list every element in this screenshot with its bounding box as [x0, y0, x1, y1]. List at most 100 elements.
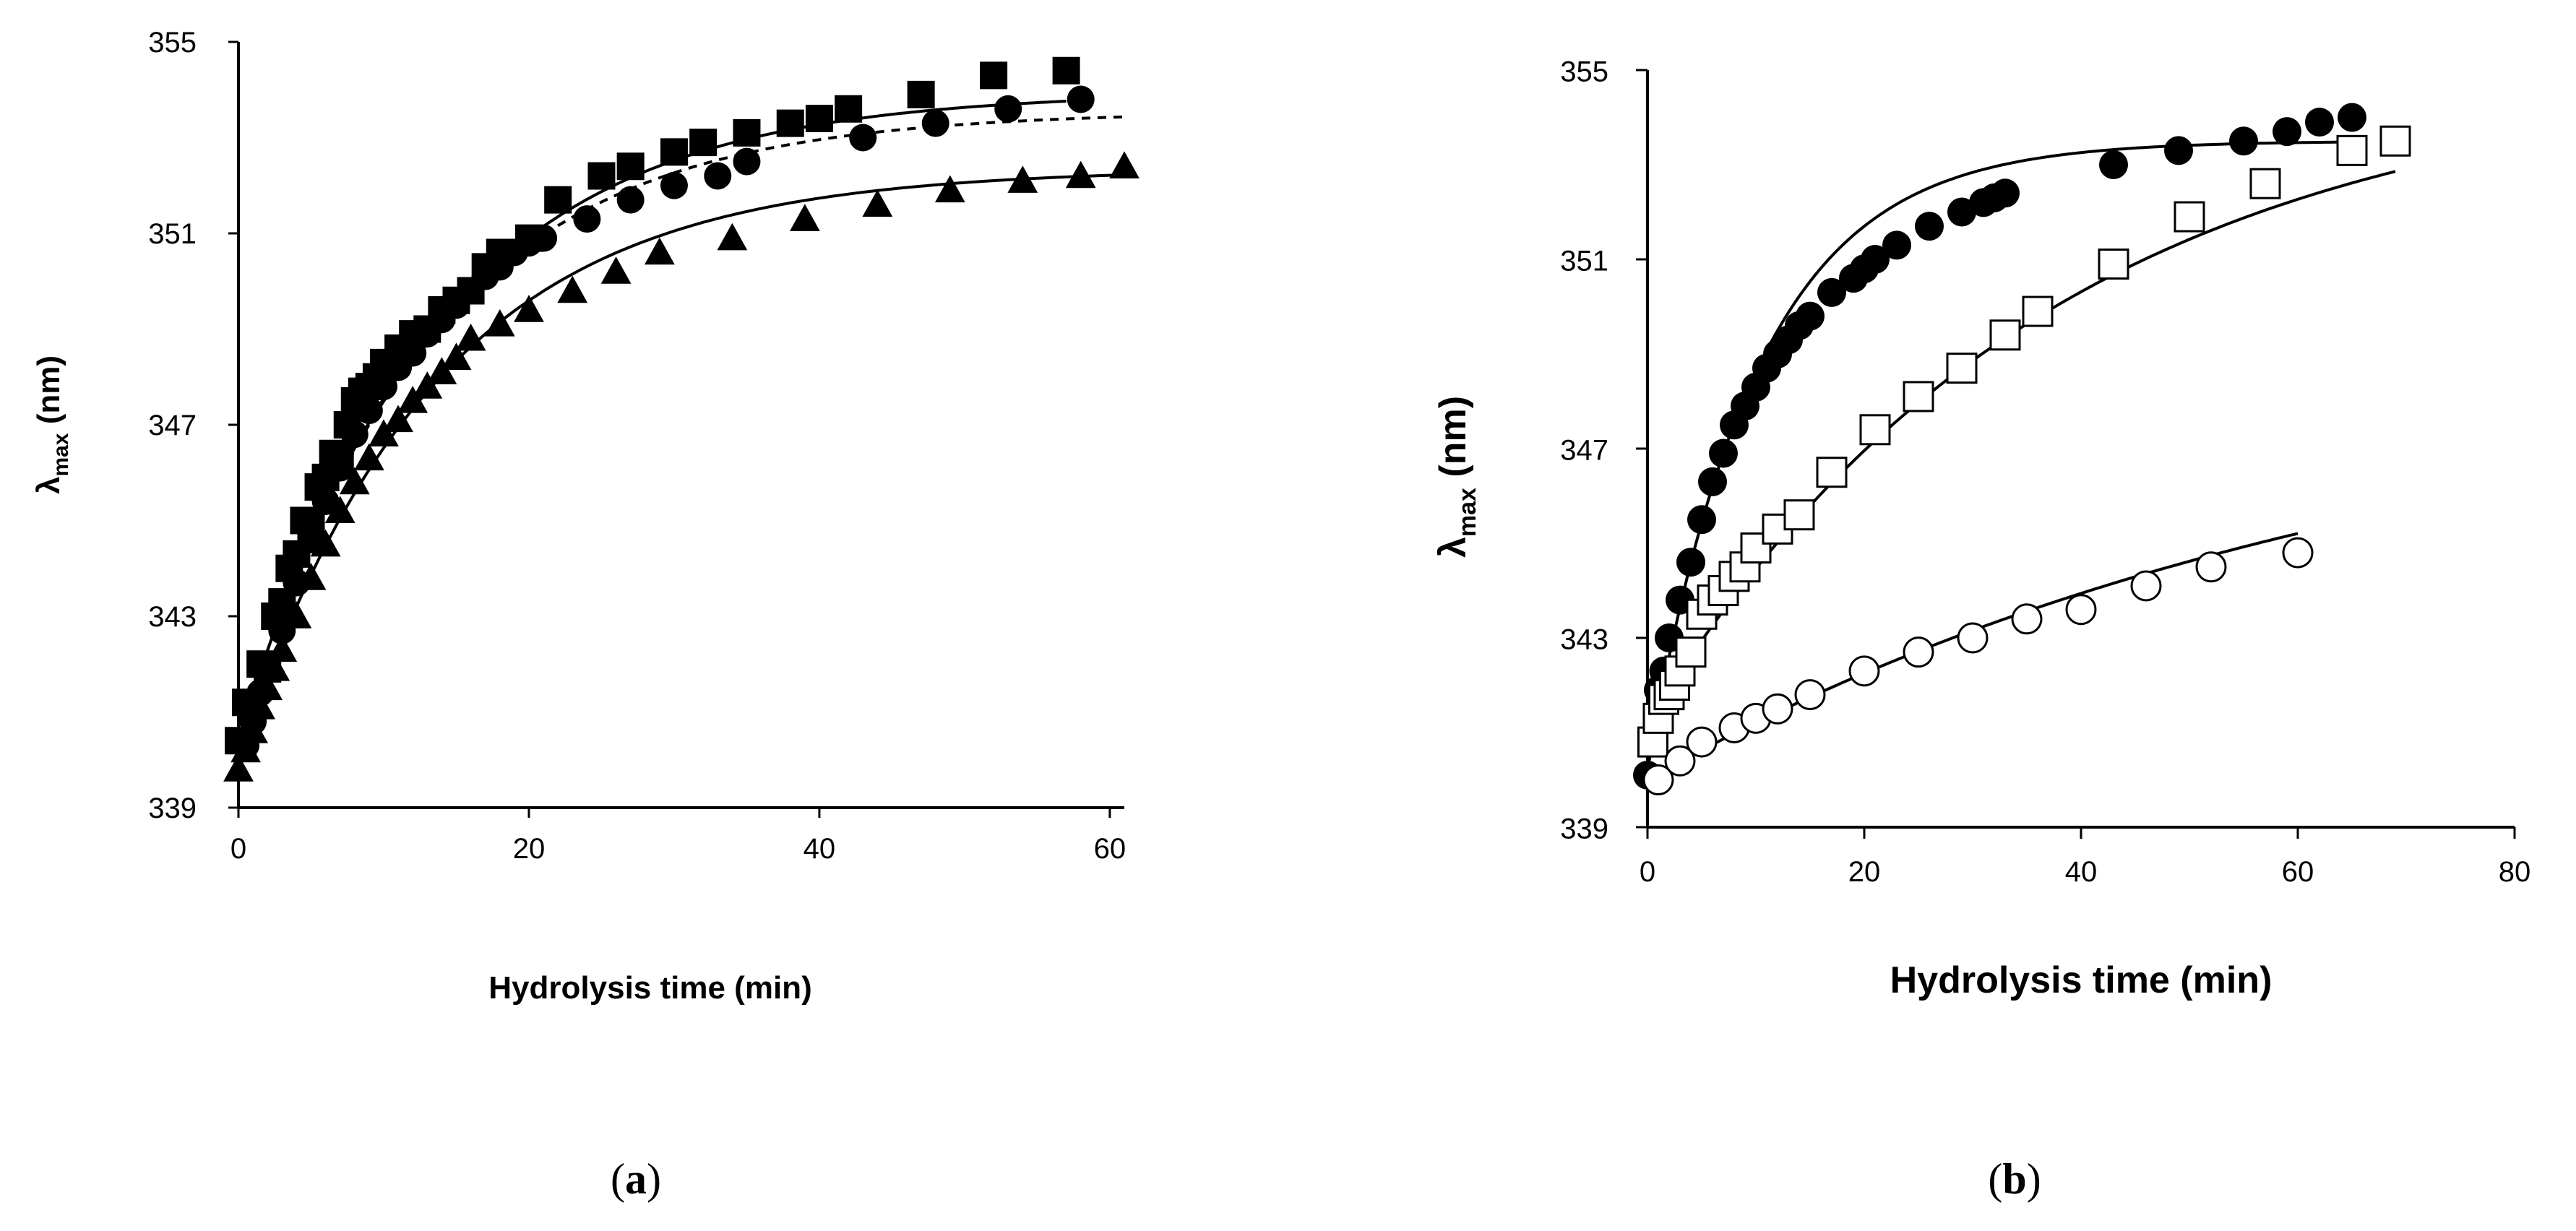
panel-b-open-squares-point-25: [2379, 125, 2411, 157]
panel-b-series-filled-circles: [1633, 103, 2366, 790]
panel-a-circles-point-30: [994, 95, 1022, 123]
panel-a-circles-point-7: [311, 488, 340, 515]
panel-a-triangles-point-6: [267, 634, 298, 662]
panel-b-open-circles-point-12: [2130, 570, 2162, 602]
panel-a-squares-point-35: [733, 118, 761, 147]
panel-a-squares-point-37: [805, 105, 833, 132]
panel-a-circles-point-23: [573, 205, 601, 233]
panel-a-triangles-point-26: [789, 204, 820, 231]
panel-b-open-circles-point-10: [2011, 603, 2043, 635]
panel-b-fit-filled-circles-line: [1646, 140, 2352, 771]
panel-a-circles-point-11: [369, 373, 397, 400]
panel-b-open-circles-point-6: [1794, 679, 1826, 711]
panel-b-filled-circles-point-29: [2164, 136, 2193, 165]
panel-b-y-axis-title-subscript: max: [1454, 488, 1481, 537]
panel-b-data-points: [1633, 103, 2411, 795]
panel-a-chart: 339 343 347 351 355 0 20 40 60 Hydrolysis time (…: [31, 27, 1140, 1203]
panel-b-open-squares-point-18: [1946, 353, 1978, 384]
panel-b-filled-circles-point-33: [2338, 103, 2366, 132]
panel-b-x-tick-label-0: 0: [1640, 856, 1655, 888]
panel-a-y-tick-label-4: 355: [148, 27, 197, 59]
panel-b-filled-circles-point-8: [1698, 467, 1727, 496]
panel-a-triangles-point-23: [600, 256, 632, 284]
panel-a-triangles-point-17: [426, 357, 457, 384]
panel-b-open-circles-point-2: [1686, 726, 1718, 758]
panel-a-triangles-point-13: [369, 419, 399, 446]
panel-b-filled-circles-point-18: [1817, 277, 1846, 307]
panel-b-filled-circles-point-24: [1947, 197, 1976, 227]
panel-a-triangles-point-29: [1007, 165, 1038, 193]
panel-a-series-squares: [225, 56, 1080, 755]
panel-a-circles-point-26: [704, 162, 732, 190]
panel-b-open-squares-point-15: [1816, 457, 1848, 488]
panel-b-series-open-circles: [1642, 537, 2314, 795]
panel-a-x-axis-title: Hydrolysis time (min): [488, 970, 811, 1006]
panel-b-filled-circles-point-28: [2099, 150, 2128, 179]
panel-a-triangles-point-5: [259, 653, 290, 681]
panel-a-triangles-point-4: [252, 673, 283, 701]
panel-a-squares-point-34: [689, 129, 718, 157]
panel-b-y-tick-label-2: 347: [1560, 434, 1608, 466]
panel-a-triangles-point-8: [296, 563, 327, 590]
panel-a-triangles-point-2: [238, 716, 268, 743]
panel-b-open-squares-point-23: [2249, 168, 2281, 199]
panel-a-fit-lines: [237, 100, 1125, 761]
panel-b-open-squares-point-17: [1903, 381, 1934, 413]
panel-b-open-circles-point-13: [2195, 551, 2227, 583]
panel-b-filled-circles-point-32: [2305, 108, 2334, 137]
panel-b-y-tick-label-3: 351: [1560, 245, 1608, 277]
panel-b-x-tick-label-3: 60: [2282, 856, 2314, 888]
panel-b-open-circles-point-8: [1903, 636, 1934, 668]
panel-a-circles-point-13: [399, 339, 427, 367]
panel-a-squares-point-40: [980, 61, 1008, 90]
panel-b-open-squares-point-21: [2098, 249, 2129, 280]
panel-b-ticks: 339 343 347 351 355 0 20 40 60 80: [1560, 56, 2530, 888]
panel-b-x-tick-label-1: 20: [1848, 856, 1881, 888]
panel-b-filled-circles-point-6: [1676, 548, 1705, 577]
panel-a-squares-point-30: [544, 186, 572, 214]
panel-a-triangles-point-15: [397, 385, 428, 413]
panel-a-triangles-point-30: [1065, 160, 1096, 189]
panel-a-fit-circles-line: [237, 115, 1125, 741]
panel-a-squares-point-32: [616, 152, 645, 181]
panel-b-open-circles-point-5: [1762, 693, 1793, 725]
panel-a-triangles-point-3: [245, 691, 276, 720]
panel-a-triangles-point-16: [412, 371, 443, 399]
panel-a-y-tick-label-3: 351: [148, 218, 197, 250]
panel-a-triangles-point-25: [717, 223, 748, 251]
panel-a-x-tick-label-3: 60: [1094, 833, 1127, 865]
panel-b-y-axis-title-unit: (nm): [1432, 396, 1474, 488]
panel-b-caption-open-paren: (: [1988, 1155, 2002, 1203]
panel-a-circles-point-9: [340, 420, 369, 449]
panel-b-open-squares-point-6: [1675, 636, 1707, 668]
panel-a-ticks: 339 343 347 351 355 0 20 40 60: [148, 27, 1126, 865]
panel-b-open-squares-point-20: [2022, 295, 2054, 327]
panel-b-caption: (b): [1988, 1155, 2041, 1203]
panel-a-series-triangles: [223, 151, 1140, 782]
panel-a-triangles-point-21: [514, 295, 544, 322]
panel-a-squares-point-31: [587, 162, 616, 190]
panel-b-x-axis-title: Hydrolysis time (min): [1890, 959, 2273, 1001]
panel-b-open-circles-point-7: [1848, 655, 1880, 687]
panel-a-squares-point-39: [907, 80, 935, 108]
panel-a-circles-point-10: [355, 397, 383, 425]
panel-a-caption: (a): [611, 1155, 661, 1203]
panel-b-y-axis-title-symbol: λ: [1432, 537, 1474, 558]
panel-a-triangles-point-28: [934, 175, 965, 203]
panel-b-open-circles-point-11: [2065, 594, 2097, 626]
panel-a-triangles-point-11: [339, 467, 370, 495]
panel-a-circles-point-24: [616, 186, 645, 214]
panel-a-x-tick-label-2: 40: [804, 833, 836, 865]
panel-b-open-circles-point-0: [1642, 764, 1674, 795]
panel-a-triangles-point-10: [324, 496, 356, 523]
panel-a-circles-point-22: [530, 224, 558, 252]
panel-a-circles-point-27: [733, 147, 761, 176]
panel-b-open-squares-point-24: [2336, 134, 2368, 166]
panel-a-caption-close-paren: ): [647, 1155, 661, 1203]
panel-b-filled-circles-point-7: [1687, 505, 1716, 535]
panel-a-circles-point-8: [326, 454, 354, 482]
panel-a-triangles-point-19: [455, 323, 486, 351]
panel-b-caption-close-paren: ): [2027, 1155, 2041, 1203]
panel-b-y-tick-label-4: 355: [1560, 56, 1608, 87]
